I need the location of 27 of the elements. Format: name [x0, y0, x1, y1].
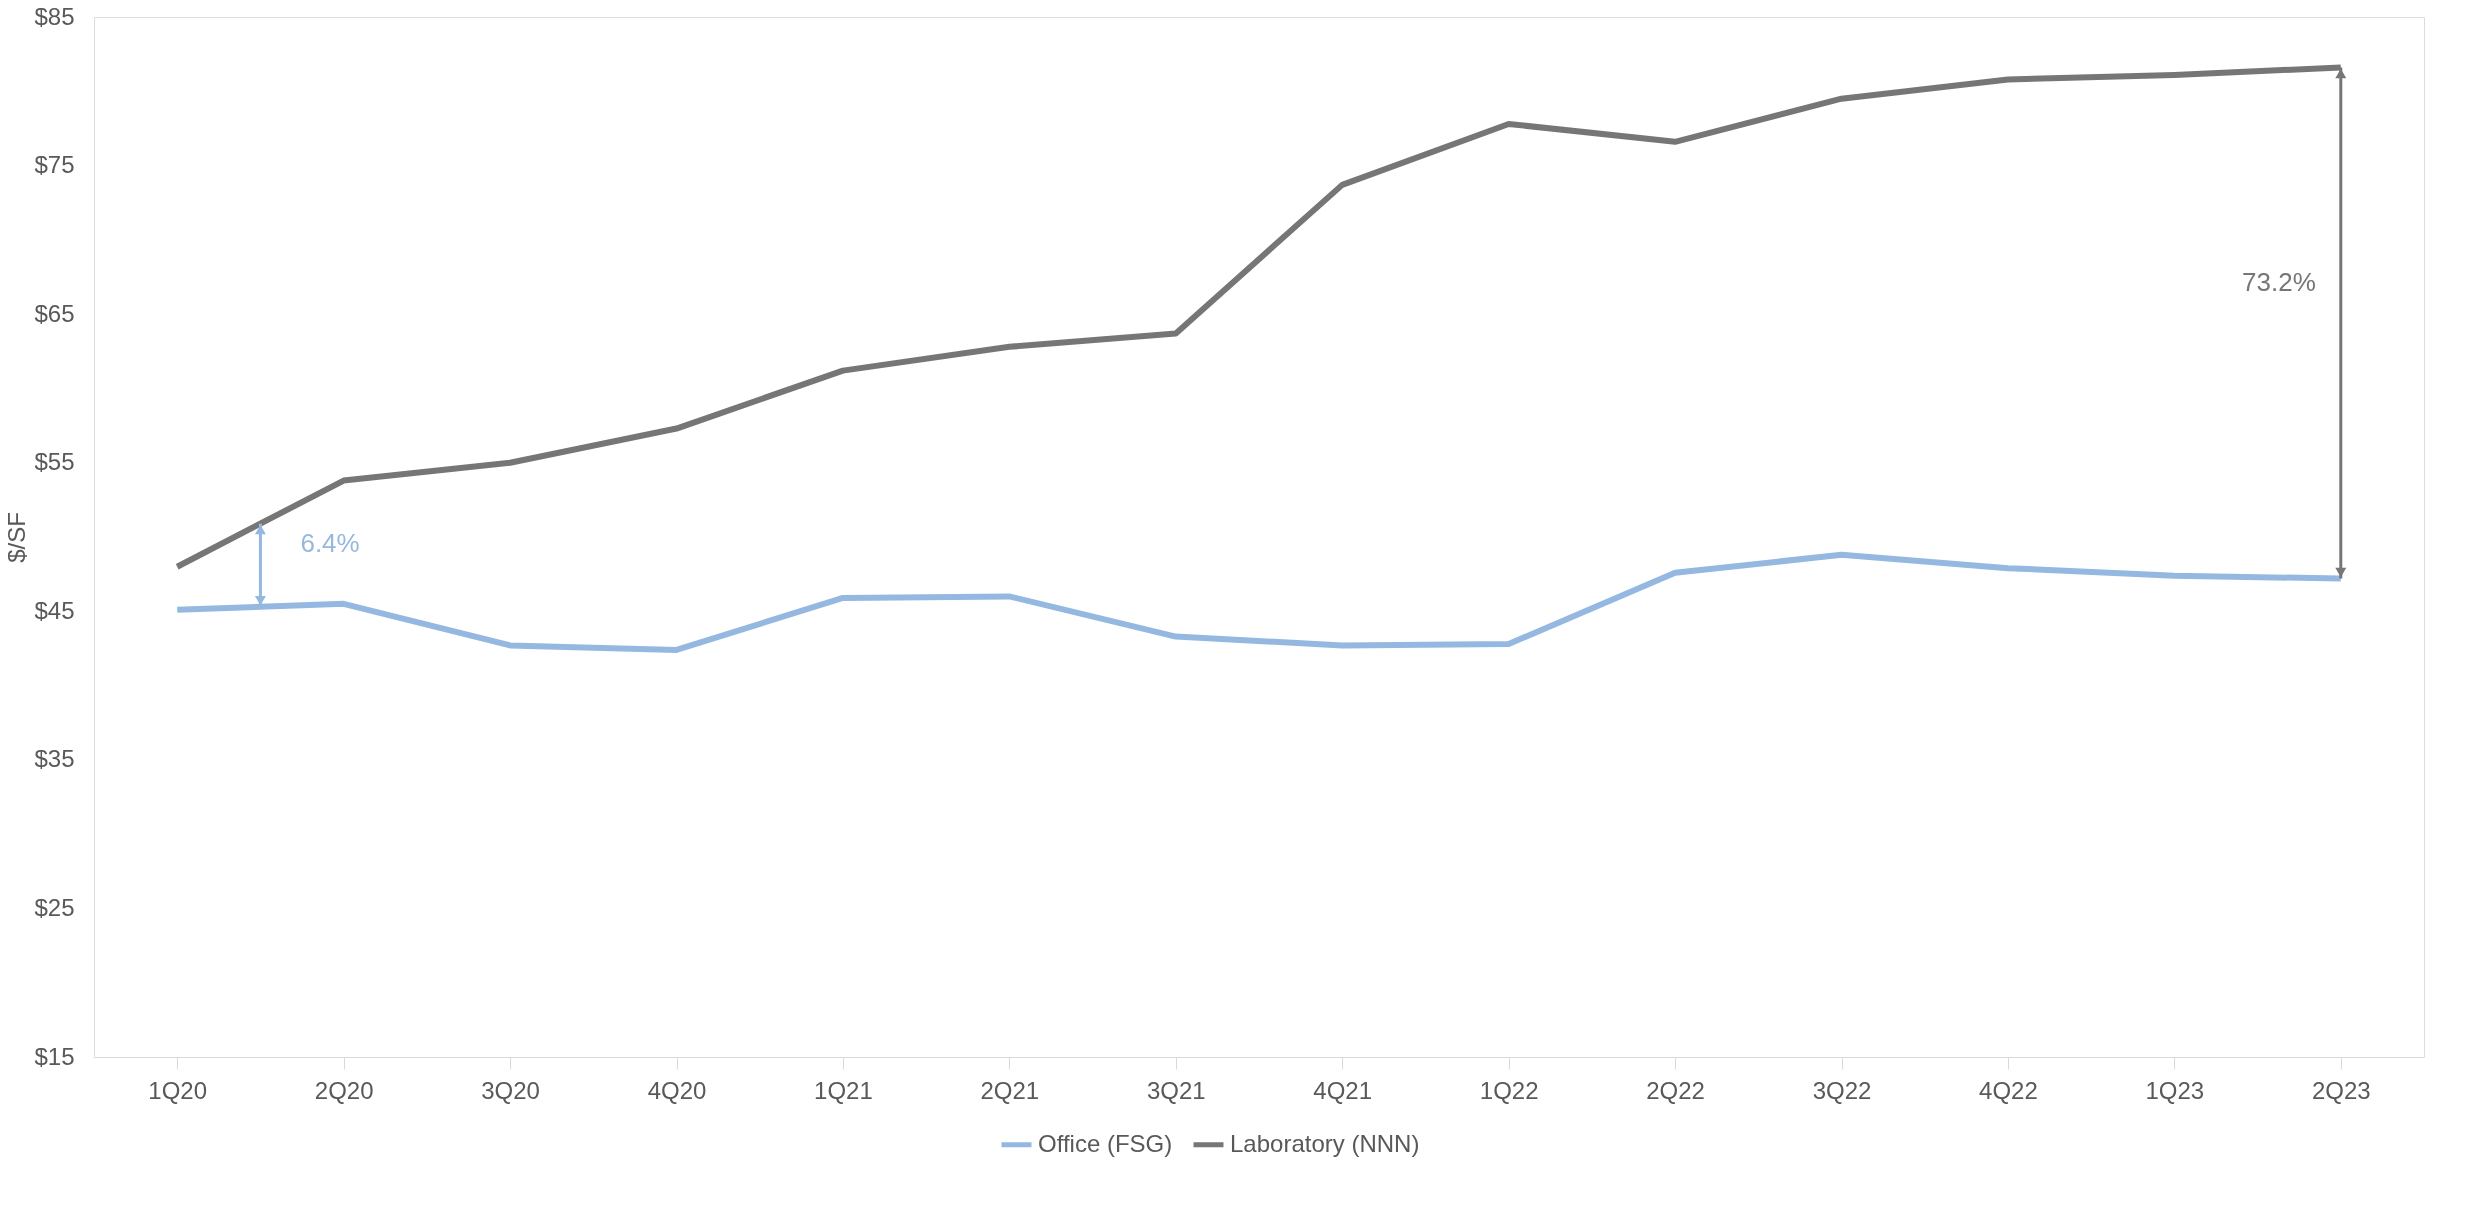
y-tick-label: $35 — [34, 745, 75, 773]
annotation: 73.2% — [2242, 267, 2316, 298]
annotation: 6.4% — [300, 528, 360, 559]
x-tick-label: 3Q22 — [1812, 1076, 1872, 1104]
y-tick-label: $25 — [34, 893, 75, 921]
x-tick-label: 3Q21 — [1146, 1076, 1206, 1104]
legend-label: Office (FSG) — [1038, 1129, 1173, 1157]
x-tick-label: 3Q20 — [481, 1076, 540, 1104]
x-tick-label: 2Q23 — [2311, 1076, 2371, 1104]
y-tick-label: $65 — [34, 299, 75, 327]
y-tick-label: $75 — [34, 151, 75, 179]
x-tick-label: 2Q21 — [980, 1076, 1040, 1104]
x-tick-label: 4Q22 — [1979, 1076, 2038, 1104]
x-tick-label: 1Q23 — [2145, 1076, 2205, 1104]
x-tick-label: 1Q22 — [1479, 1076, 1539, 1104]
x-tick-label: 4Q21 — [1313, 1076, 1373, 1104]
y-axis-title: $/SF — [3, 512, 31, 563]
x-tick-label: 2Q22 — [1646, 1076, 1705, 1104]
legend-label: Laboratory (NNN) — [1230, 1129, 1420, 1157]
y-tick-label: $45 — [34, 596, 75, 624]
y-tick-label: $85 — [34, 2, 75, 30]
x-tick-label: 4Q20 — [647, 1076, 707, 1104]
y-tick-label: $15 — [34, 1042, 75, 1070]
x-tick-label: 1Q20 — [148, 1076, 208, 1104]
x-tick-label: 1Q21 — [814, 1076, 873, 1104]
y-tick-label: $55 — [34, 448, 75, 476]
x-tick-label: 2Q20 — [314, 1076, 374, 1104]
